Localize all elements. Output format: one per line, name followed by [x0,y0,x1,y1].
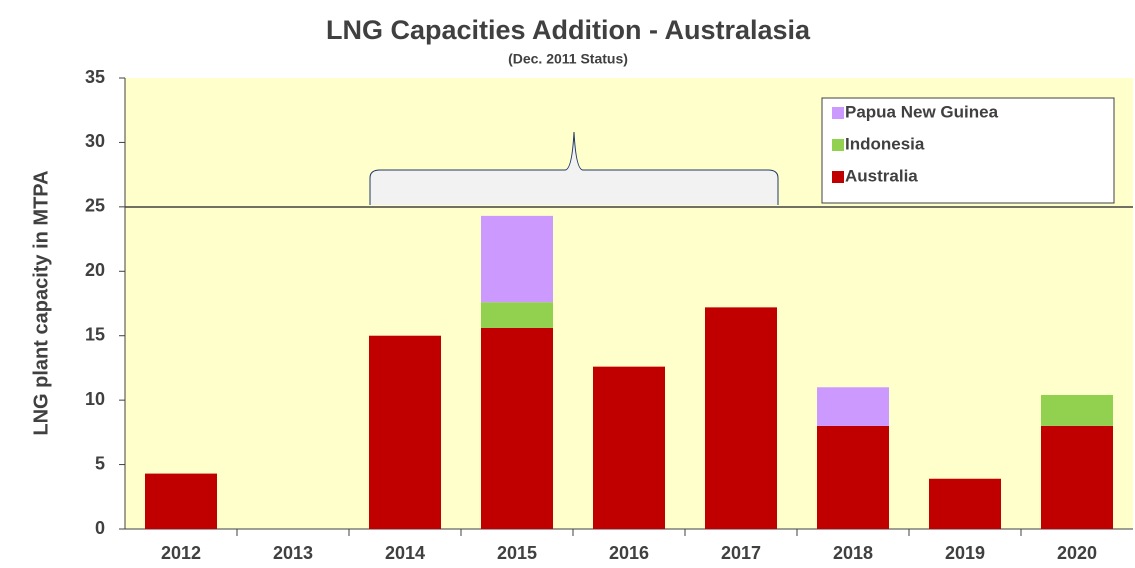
legend-label: Papua New Guinea [845,102,999,121]
bar-segment [705,307,777,529]
legend-label: Indonesia [845,134,925,153]
bar-segment [481,215,553,303]
x-tick-label: 2012 [161,543,201,563]
chart-subtitle: (Dec. 2011 Status) [508,51,628,67]
x-tick-label: 2013 [273,543,313,563]
x-tick-label: 2015 [497,543,537,563]
y-tick-label: 20 [85,260,105,280]
y-axis-label: LNG plant capacity in MTPA [30,170,52,435]
x-tick-label: 2018 [833,543,873,563]
y-tick-label: 30 [85,131,105,151]
bar-segment [929,478,1001,529]
chart-title: LNG Capacities Addition - Australasia [326,15,811,45]
bar-segment [481,302,553,328]
y-tick-label: 35 [85,67,105,87]
x-tick-label: 2014 [385,543,425,563]
bar-segment [817,387,889,426]
legend [821,97,1115,204]
bar-segment [481,327,553,529]
bar-segment [593,366,665,529]
legend-swatch [832,171,844,183]
y-tick-label: 10 [85,389,105,409]
bar-segment [1041,425,1113,529]
y-tick-label: 25 [85,196,105,216]
bar-segment [145,473,217,529]
legend-swatch [832,107,844,119]
x-tick-label: 2019 [945,543,985,563]
legend-label: Australia [845,166,918,185]
y-tick-label: 5 [95,453,105,473]
legend-swatch [832,139,844,151]
brace [369,131,779,205]
y-tick-label: 0 [95,518,105,538]
x-tick-label: 2020 [1057,543,1097,563]
y-tick-label: 15 [85,324,105,344]
bar-segment [369,335,441,529]
bar-segment [817,425,889,529]
bar-segment [1041,394,1113,426]
x-tick-label: 2016 [609,543,649,563]
x-tick-label: 2017 [721,543,761,563]
